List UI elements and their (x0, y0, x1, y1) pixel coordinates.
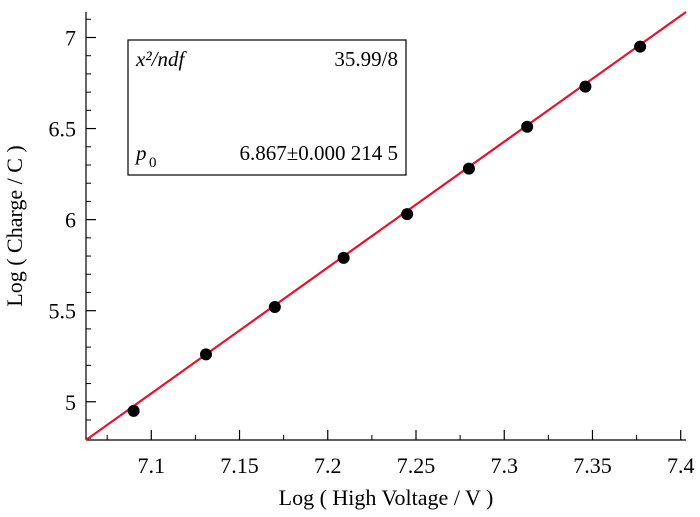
x-tick-label: 7.25 (397, 453, 436, 478)
data-point (521, 120, 534, 133)
y-tick-label: 6.5 (49, 117, 77, 142)
data-point (200, 348, 212, 361)
y-tick-label: 7 (65, 25, 76, 50)
data-point (337, 251, 350, 264)
stats-box: x²/ndf 35.99/8 p 0 6.867±0.000 214 5 (127, 39, 407, 176)
data-point (579, 80, 592, 93)
y-tick-label: 6 (65, 208, 76, 233)
x-ticks: 7.1 7.15 7.2 7.25 7.3 7.35 7.4 (106, 430, 695, 478)
y-axis-title: Log ( Charge / C ) (2, 145, 27, 307)
param-subscript: 0 (149, 155, 157, 171)
data-point (462, 162, 475, 175)
x-tick-label: 7.15 (220, 453, 259, 478)
param-value: 6.867±0.000 214 5 (239, 141, 398, 165)
y-tick-label: 5 (65, 390, 76, 415)
stats-box-frame (127, 39, 407, 176)
x-tick-label: 7.3 (490, 453, 518, 478)
x-tick-label: 7.2 (314, 453, 342, 478)
y-tick-label: 5.5 (49, 299, 77, 324)
data-point (268, 301, 281, 314)
data-point (634, 40, 647, 53)
x-axis-title: Log ( High Voltage / V ) (279, 485, 494, 510)
data-point (127, 404, 140, 417)
chi2-label: x²/ndf (135, 47, 187, 71)
x-tick-label: 7.1 (138, 453, 166, 478)
y-ticks: 5 5.5 6 6.5 7 (49, 18, 96, 439)
data-point (401, 208, 414, 221)
chi2-value: 35.99/8 (334, 47, 398, 71)
axes (85, 12, 686, 441)
x-tick-label: 7.35 (573, 453, 612, 478)
x-tick-label: 7.4 (667, 453, 695, 478)
data-points (127, 40, 647, 417)
param-label: p (134, 141, 147, 165)
